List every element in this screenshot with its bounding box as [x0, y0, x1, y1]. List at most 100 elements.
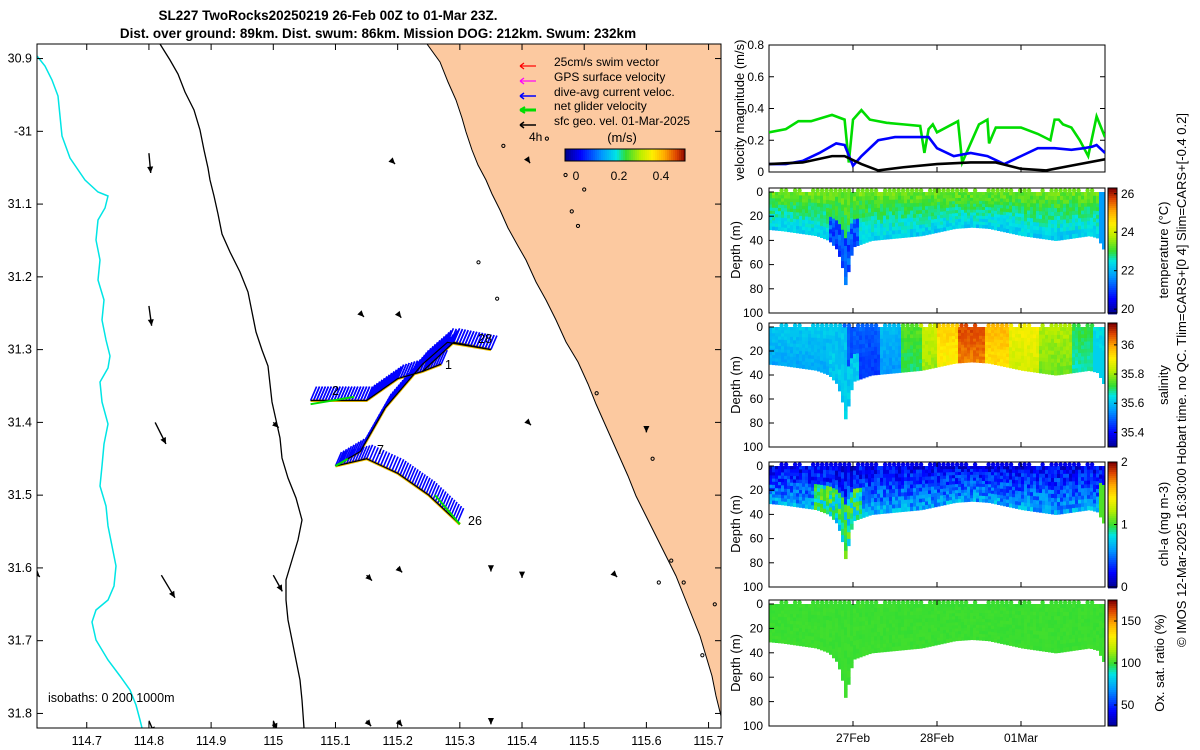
section-cell	[913, 203, 917, 208]
colorbar-cell	[1108, 443, 1117, 446]
section-cell	[1075, 229, 1079, 235]
section-cell	[859, 365, 863, 371]
section-cell	[1102, 345, 1105, 352]
section-cell	[982, 335, 986, 340]
section-cell	[1060, 195, 1064, 201]
section-cell	[1093, 353, 1097, 358]
section-cell	[775, 488, 779, 492]
section-cell	[889, 489, 893, 494]
section-cell	[1051, 192, 1055, 197]
section-cell	[976, 474, 980, 479]
section-cell	[796, 472, 800, 477]
section-cell	[1096, 349, 1100, 355]
section-cell	[802, 192, 806, 197]
section-cell	[865, 503, 869, 509]
section-cell	[958, 492, 962, 497]
section-cell	[928, 344, 932, 349]
section-cell	[970, 471, 974, 476]
section-cell	[1090, 495, 1094, 500]
section-cell	[955, 207, 959, 211]
section-cell	[1066, 219, 1070, 224]
surface-dot	[855, 323, 861, 328]
section-cell	[844, 496, 848, 506]
section-cell	[1039, 489, 1043, 494]
section-cell	[835, 345, 839, 352]
section-cell	[871, 204, 875, 209]
section-cell	[1030, 334, 1034, 339]
section-cell	[1006, 363, 1010, 368]
section-cell	[1039, 357, 1043, 362]
section-cell	[1099, 512, 1103, 518]
section-cell	[1048, 366, 1052, 371]
section-cell	[1039, 361, 1043, 366]
section-cell	[778, 623, 782, 628]
section-cell	[1087, 473, 1091, 478]
speed-colorbar-cell	[577, 149, 580, 161]
section-cell	[937, 198, 941, 203]
current-vector	[450, 330, 459, 345]
colorbar-cell	[1108, 359, 1117, 362]
section-cell	[1027, 225, 1031, 230]
section-cell	[976, 212, 980, 217]
section-cell	[1006, 346, 1010, 351]
section-cell	[1069, 230, 1073, 236]
section-cell	[943, 198, 947, 203]
colorbar-cell	[1108, 228, 1117, 231]
section-cell	[874, 342, 878, 348]
section-cell	[919, 466, 923, 471]
section-cell	[946, 201, 950, 206]
section-cell	[1075, 349, 1079, 354]
section-cell	[973, 477, 977, 482]
section-cell	[934, 499, 938, 504]
section-cell	[1090, 477, 1094, 482]
section-cell	[775, 623, 779, 628]
section-cell	[1042, 207, 1046, 213]
section-cell	[985, 192, 989, 196]
section-cell	[871, 486, 875, 491]
section-cell	[1057, 327, 1061, 332]
section-cell	[1003, 198, 1007, 203]
section-cell	[985, 353, 989, 358]
section-cell	[973, 489, 977, 494]
section-cell	[976, 215, 980, 220]
surface-dot	[828, 462, 834, 467]
section-cell	[871, 330, 875, 336]
colorbar-cell	[1108, 464, 1117, 467]
section-cell	[1027, 349, 1031, 354]
section-cell	[1084, 225, 1088, 230]
section-cell	[796, 350, 800, 355]
section-cell	[1009, 327, 1013, 331]
section-cell	[868, 466, 872, 471]
section-cell	[1063, 509, 1067, 514]
section-cell	[769, 217, 773, 221]
section-cell	[886, 215, 890, 220]
section-cell	[988, 345, 992, 349]
section-cell	[1102, 364, 1105, 370]
section-cell	[832, 209, 836, 215]
section-cell	[880, 227, 884, 233]
section-cell	[1018, 466, 1022, 471]
section-cell	[850, 513, 854, 520]
current-vector	[428, 343, 437, 359]
section-cell	[856, 371, 860, 377]
section-cell	[865, 327, 869, 332]
section-cell	[979, 480, 983, 485]
section-cell	[1057, 208, 1061, 213]
colorbar-cell	[1108, 196, 1117, 199]
colorbar-cell	[1108, 494, 1117, 497]
section-cell	[802, 347, 806, 352]
section-cell	[838, 380, 842, 387]
section-cell	[979, 498, 983, 503]
section-cell	[889, 211, 893, 216]
section-cell	[781, 211, 785, 216]
section-cell	[820, 503, 824, 509]
section-cell	[811, 206, 815, 211]
section-cell	[832, 340, 836, 346]
section-cell	[973, 344, 977, 348]
section-cell	[931, 333, 935, 338]
colorbar-cell	[1108, 518, 1117, 521]
section-cell	[838, 337, 842, 344]
section-cell	[1084, 352, 1088, 357]
colorbar-tick-label: 2	[1121, 455, 1128, 469]
section-cell	[865, 339, 869, 345]
